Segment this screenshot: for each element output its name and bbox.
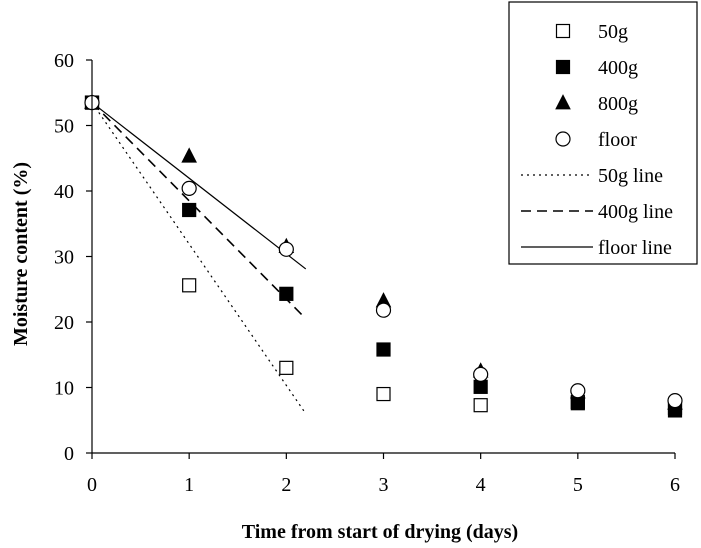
data-point-400g [473, 379, 488, 394]
legend-label-50g-line: 50g line [598, 165, 663, 187]
data-point-floor [278, 241, 294, 257]
x-tick-label: 1 [184, 474, 194, 496]
legend-label-50g: 50g [598, 21, 628, 43]
data-point-floor [473, 366, 489, 382]
data-point-50g [376, 386, 391, 402]
data-point-50g [182, 278, 197, 293]
data-point-400g [182, 202, 197, 218]
data-point-800g [181, 147, 197, 163]
data-point-400g [279, 286, 294, 301]
data-point-400g [570, 396, 585, 411]
legend-label-400g-line: 400g line [598, 201, 673, 223]
y-tick-label: 40 [54, 181, 74, 203]
legend-label-floor-line: floor line [598, 237, 672, 259]
legend-label-400g: 400g [598, 57, 638, 79]
y-tick-label: 10 [54, 378, 74, 400]
y-tick-label: 30 [54, 247, 74, 269]
data-point-floor [667, 393, 683, 409]
legend-marker-400g [555, 59, 571, 75]
x-tick-label: 5 [573, 474, 583, 496]
fit-line-floor-line [91, 102, 307, 270]
y-axis-title: Moisture content (%) [10, 162, 32, 346]
x-tick-label: 0 [87, 474, 97, 496]
data-point-floor [570, 383, 586, 399]
data-points [84, 93, 683, 418]
x-tick-label: 2 [281, 474, 291, 496]
fit-line-400g-line [91, 102, 307, 320]
x-tick-label: 6 [670, 474, 680, 496]
x-tick-label: 4 [476, 474, 486, 496]
axes: 0 10 20 30 40 50 60 0 1 2 3 4 5 6 [54, 50, 680, 496]
legend: 50g 400g 800g floor 50g line 400g line floor l… [508, 1, 698, 265]
data-point-50g [279, 360, 294, 375]
data-point-floor [375, 302, 392, 318]
y-tick-label: 20 [54, 312, 74, 334]
data-point-floor [181, 180, 197, 196]
legend-marker-floor [555, 131, 571, 147]
legend-box [508, 1, 698, 265]
legend-marker-800g [555, 94, 571, 110]
legend-marker-50g [555, 23, 571, 39]
data-point-400g [376, 342, 391, 357]
legend-label-floor: floor [598, 129, 637, 151]
fit-lines [91, 102, 307, 415]
legend-label-800g: 800g [598, 93, 638, 115]
fit-line-50g-line [91, 102, 307, 415]
x-axis-title: Time from start of drying (days) [242, 521, 518, 543]
y-tick-label: 0 [64, 443, 74, 465]
y-tick-label: 60 [54, 50, 74, 72]
x-tick-label: 3 [379, 474, 389, 496]
data-point-50g [473, 398, 488, 413]
y-tick-label: 50 [54, 116, 74, 138]
